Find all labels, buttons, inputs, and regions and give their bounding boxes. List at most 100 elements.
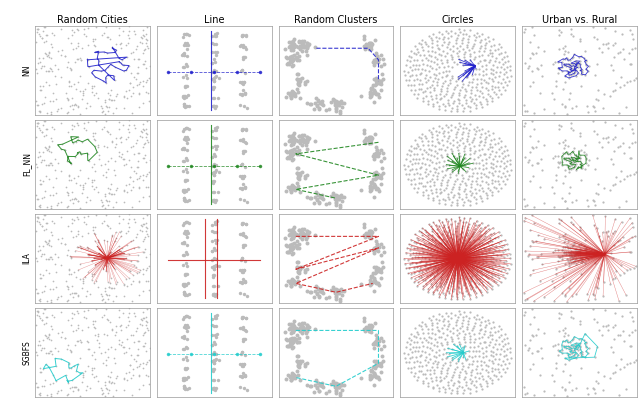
Point bbox=[424, 162, 435, 168]
Point bbox=[372, 147, 382, 154]
Point bbox=[535, 89, 545, 96]
Point bbox=[75, 73, 85, 79]
Point bbox=[116, 228, 127, 235]
Point bbox=[111, 323, 121, 330]
Point bbox=[420, 149, 431, 156]
Point bbox=[420, 375, 431, 381]
Point bbox=[454, 247, 465, 253]
Point bbox=[404, 58, 415, 65]
Point bbox=[110, 158, 120, 164]
Point bbox=[287, 275, 297, 282]
Point bbox=[575, 346, 586, 352]
Point bbox=[99, 331, 109, 337]
Point bbox=[331, 106, 341, 112]
Point bbox=[442, 332, 452, 338]
Point bbox=[465, 376, 476, 383]
Point bbox=[465, 390, 476, 396]
Point bbox=[560, 150, 570, 156]
Point bbox=[295, 46, 305, 52]
Point bbox=[474, 233, 484, 239]
Point bbox=[502, 63, 512, 70]
Point bbox=[139, 315, 149, 321]
Point bbox=[593, 249, 603, 256]
Point bbox=[328, 190, 338, 196]
Point bbox=[439, 186, 449, 193]
Point bbox=[429, 352, 439, 359]
Point bbox=[141, 65, 152, 72]
Point bbox=[428, 37, 438, 44]
Point bbox=[36, 65, 46, 71]
Point bbox=[566, 120, 576, 126]
Point bbox=[463, 270, 474, 276]
Point bbox=[616, 219, 627, 225]
Point bbox=[554, 310, 564, 316]
Point bbox=[584, 157, 594, 164]
Point bbox=[481, 85, 491, 91]
Point bbox=[39, 288, 49, 295]
Point bbox=[330, 288, 340, 294]
Point bbox=[493, 375, 503, 382]
Point bbox=[415, 76, 426, 83]
Point bbox=[575, 58, 585, 64]
Point bbox=[620, 338, 630, 344]
Point bbox=[460, 49, 470, 55]
Point bbox=[461, 313, 471, 319]
Point bbox=[211, 134, 221, 141]
Point bbox=[428, 289, 438, 296]
Point bbox=[84, 197, 95, 203]
Point bbox=[116, 134, 127, 140]
Point bbox=[421, 79, 431, 85]
Point bbox=[406, 369, 416, 375]
Point bbox=[618, 46, 628, 52]
Point bbox=[285, 232, 296, 238]
Point bbox=[579, 337, 589, 344]
Point bbox=[33, 203, 44, 209]
Point bbox=[443, 285, 453, 291]
Point bbox=[291, 148, 301, 155]
Point bbox=[99, 172, 109, 178]
Point bbox=[49, 126, 59, 132]
Point bbox=[573, 336, 584, 342]
Point bbox=[625, 343, 635, 349]
Point bbox=[331, 107, 341, 114]
Point bbox=[73, 27, 83, 34]
Point bbox=[97, 203, 107, 209]
Point bbox=[333, 194, 343, 200]
Point bbox=[285, 149, 295, 155]
Point bbox=[365, 228, 376, 235]
Point bbox=[82, 100, 92, 107]
Point bbox=[211, 167, 221, 174]
Point bbox=[480, 318, 490, 324]
Point bbox=[458, 45, 468, 52]
Point bbox=[458, 199, 468, 205]
Point bbox=[436, 57, 446, 64]
Point bbox=[140, 46, 150, 53]
Point bbox=[460, 68, 470, 74]
Point bbox=[138, 288, 148, 294]
Point bbox=[112, 279, 122, 285]
Point bbox=[472, 174, 482, 181]
Point bbox=[40, 332, 50, 338]
Point bbox=[481, 178, 491, 185]
Point bbox=[138, 27, 148, 33]
Point bbox=[449, 180, 459, 187]
Point bbox=[90, 177, 100, 183]
Point bbox=[559, 61, 569, 67]
Point bbox=[440, 106, 451, 113]
Point bbox=[494, 41, 504, 47]
Point bbox=[487, 82, 497, 89]
Point bbox=[482, 101, 492, 107]
Point bbox=[285, 149, 296, 155]
Point bbox=[179, 383, 189, 389]
Point bbox=[497, 154, 508, 161]
Point bbox=[356, 93, 366, 99]
Point bbox=[91, 278, 101, 285]
Point bbox=[488, 156, 498, 162]
Point bbox=[444, 68, 454, 75]
Title: Random Clusters: Random Clusters bbox=[294, 15, 378, 25]
Point bbox=[237, 374, 248, 380]
Point bbox=[502, 251, 512, 258]
Point bbox=[424, 345, 435, 352]
Point bbox=[413, 91, 424, 97]
Point bbox=[493, 79, 503, 85]
